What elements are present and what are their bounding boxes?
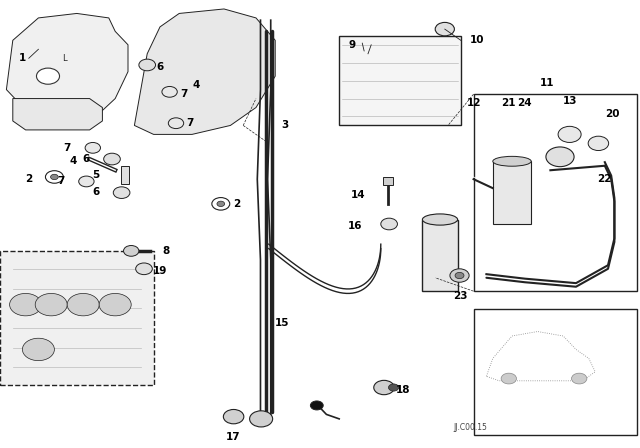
Circle shape bbox=[212, 198, 230, 210]
Text: 6: 6 bbox=[156, 62, 164, 72]
Circle shape bbox=[51, 174, 58, 180]
Text: 22: 22 bbox=[598, 174, 612, 184]
Text: 6: 6 bbox=[83, 154, 90, 164]
Circle shape bbox=[35, 293, 67, 316]
Text: 10: 10 bbox=[470, 35, 484, 45]
Text: 23: 23 bbox=[454, 291, 468, 301]
Text: 3: 3 bbox=[281, 121, 289, 130]
FancyBboxPatch shape bbox=[121, 166, 129, 184]
Circle shape bbox=[168, 118, 184, 129]
Text: L: L bbox=[61, 54, 67, 63]
Text: 11: 11 bbox=[540, 78, 554, 88]
Text: 19: 19 bbox=[153, 266, 167, 276]
Text: 18: 18 bbox=[396, 385, 410, 395]
Circle shape bbox=[22, 338, 54, 361]
Text: 2: 2 bbox=[25, 174, 33, 184]
Text: 14: 14 bbox=[351, 190, 365, 200]
Text: 7: 7 bbox=[186, 118, 194, 128]
Circle shape bbox=[113, 187, 130, 198]
Circle shape bbox=[45, 171, 63, 183]
Circle shape bbox=[501, 373, 516, 384]
Circle shape bbox=[99, 293, 131, 316]
Text: 6: 6 bbox=[92, 187, 100, 197]
Text: 4: 4 bbox=[193, 80, 200, 90]
Text: 2: 2 bbox=[233, 199, 241, 209]
Circle shape bbox=[104, 153, 120, 165]
Bar bbox=[422, 220, 458, 291]
FancyBboxPatch shape bbox=[0, 251, 154, 385]
Text: 15: 15 bbox=[275, 318, 289, 327]
Text: 9: 9 bbox=[348, 40, 356, 50]
Polygon shape bbox=[13, 99, 102, 130]
Circle shape bbox=[67, 293, 99, 316]
Ellipse shape bbox=[422, 214, 458, 225]
Circle shape bbox=[450, 269, 469, 282]
Text: JJ.C00.15: JJ.C00.15 bbox=[454, 423, 487, 432]
Text: 13: 13 bbox=[563, 96, 577, 106]
Circle shape bbox=[124, 246, 139, 256]
Circle shape bbox=[250, 411, 273, 427]
Circle shape bbox=[546, 147, 574, 167]
Text: 24: 24 bbox=[518, 98, 532, 108]
Circle shape bbox=[85, 142, 100, 153]
Circle shape bbox=[223, 409, 244, 424]
Circle shape bbox=[310, 401, 323, 410]
Circle shape bbox=[558, 126, 581, 142]
Text: 16: 16 bbox=[348, 221, 362, 231]
Circle shape bbox=[139, 59, 156, 71]
Text: 21: 21 bbox=[502, 98, 516, 108]
Text: 8: 8 bbox=[163, 246, 170, 256]
Bar bbox=[339, 36, 461, 125]
Circle shape bbox=[162, 86, 177, 97]
Circle shape bbox=[435, 22, 454, 36]
Ellipse shape bbox=[493, 156, 531, 166]
Text: 20: 20 bbox=[605, 109, 620, 119]
Polygon shape bbox=[134, 9, 275, 134]
Bar bbox=[474, 94, 637, 291]
Circle shape bbox=[455, 272, 464, 279]
FancyBboxPatch shape bbox=[383, 177, 393, 185]
Polygon shape bbox=[6, 13, 128, 121]
Text: 7: 7 bbox=[57, 177, 65, 186]
Circle shape bbox=[136, 263, 152, 275]
Text: 17: 17 bbox=[227, 432, 241, 442]
Circle shape bbox=[79, 176, 94, 187]
Text: 12: 12 bbox=[467, 98, 481, 108]
Bar bbox=[493, 161, 531, 224]
Circle shape bbox=[374, 380, 394, 395]
Circle shape bbox=[381, 218, 397, 230]
Circle shape bbox=[388, 384, 399, 391]
Bar bbox=[474, 309, 637, 435]
Text: 5: 5 bbox=[92, 170, 100, 180]
Circle shape bbox=[36, 68, 60, 84]
Circle shape bbox=[572, 373, 587, 384]
Circle shape bbox=[10, 293, 42, 316]
Text: 7: 7 bbox=[180, 89, 188, 99]
Text: 1: 1 bbox=[19, 53, 26, 63]
Circle shape bbox=[217, 201, 225, 207]
Text: 4: 4 bbox=[70, 156, 77, 166]
Text: 7: 7 bbox=[63, 143, 71, 153]
Circle shape bbox=[588, 136, 609, 151]
